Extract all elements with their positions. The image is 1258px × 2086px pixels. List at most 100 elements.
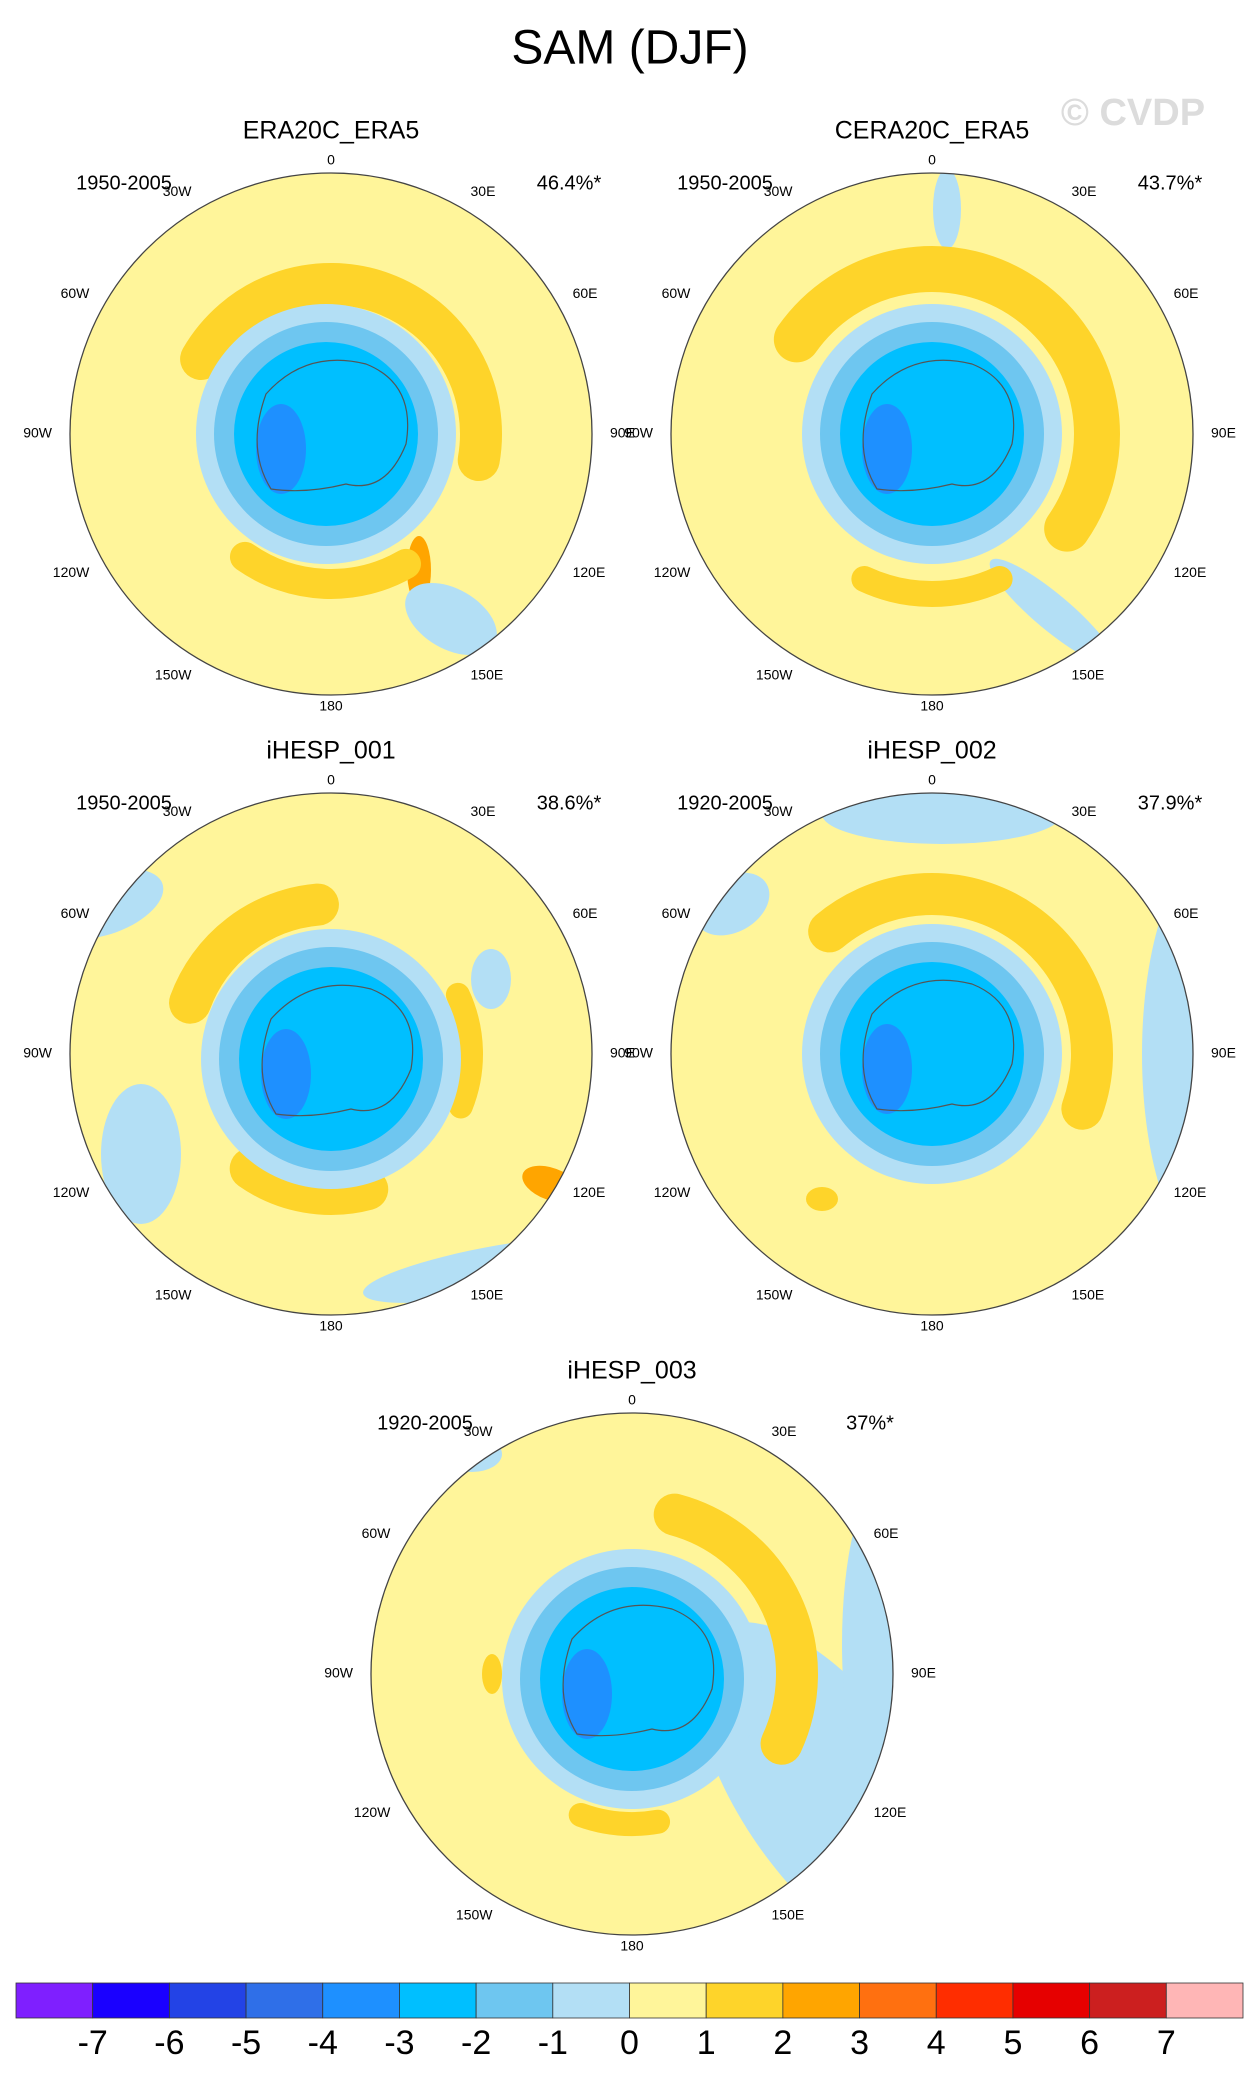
- colorbar-box: [92, 1982, 170, 2019]
- coastline: [256, 359, 409, 492]
- colorbar-tick-label: 0: [620, 2024, 639, 2062]
- anomaly-band: [653, 1493, 818, 1765]
- longitude-label: 60W: [362, 1525, 392, 1541]
- longitude-label: 150E: [471, 666, 504, 682]
- coastline: [862, 979, 1015, 1112]
- map-panel: iHESP_003 1920-2005 37%* 0 30E 60E 90E 120E 150E…: [324, 1357, 936, 1954]
- figure-title: SAM (DJF): [511, 22, 748, 75]
- longitude-label: 180: [920, 698, 944, 714]
- anomaly-band: [568, 1802, 671, 1836]
- panel-title: iHESP_001: [266, 737, 395, 765]
- longitude-label: 90W: [23, 1045, 53, 1061]
- variance-label: 46.4%*: [537, 172, 602, 194]
- colorbar-tick-label: -3: [384, 2024, 414, 2062]
- colorbar: -7 -6 -5 -4 -3 -2 -1 0 1 2 3 4 5 6 7: [15, 1982, 1244, 2062]
- longitude-label: 0: [928, 772, 936, 788]
- longitude-label: 30E: [471, 183, 496, 199]
- map-panel: iHESP_001 1950-2005 38.6%* 0 30E 60E 90E 120E 15…: [23, 737, 635, 1334]
- colorbar-tick-label: -5: [231, 2024, 261, 2062]
- longitude-label: 180: [920, 1318, 944, 1334]
- map-border: [670, 792, 1194, 1316]
- longitude-label: 120W: [654, 1184, 691, 1200]
- map-panel: CERA20C_ERA5 1950-2005 43.7%* 0 30E 60E 90E 120…: [624, 117, 1236, 714]
- longitude-label: 150E: [1072, 1286, 1105, 1302]
- anomaly-band: [445, 982, 483, 1119]
- period-label: 1950-2005: [76, 172, 172, 194]
- colorbar-box: [1089, 1982, 1167, 2019]
- longitude-label: 90E: [1211, 425, 1236, 441]
- colorbar-tick-label: -4: [308, 2024, 338, 2062]
- longitude-label: 90E: [610, 425, 635, 441]
- map-border: [670, 172, 1194, 696]
- anomaly-core: [256, 404, 306, 494]
- colorbar-box: [935, 1982, 1014, 2019]
- colorbar-box: [322, 1982, 400, 2019]
- longitude-label: 120W: [654, 564, 691, 580]
- anomaly-core: [261, 1029, 311, 1119]
- longitude-label: 0: [327, 772, 335, 788]
- anomaly-core: [862, 404, 912, 494]
- colorbar-tick-label: 6: [1080, 2024, 1099, 2062]
- colorbar-tick-label: 1: [697, 2024, 716, 2062]
- longitude-label: 30E: [1072, 803, 1097, 819]
- colorbar-box: [782, 1982, 860, 2019]
- colorbar-box: [168, 1982, 247, 2019]
- colorbar-box: [705, 1982, 784, 2019]
- anomaly-region: [806, 1187, 838, 1211]
- colorbar-box: [1165, 1982, 1244, 2019]
- colorbar-tick-label: -6: [154, 2024, 184, 2062]
- map-panel: ERA20C_ERA5 1950-2005 46.4%* 0 30E 60E 90E 120E…: [23, 117, 635, 714]
- longitude-label: 150W: [756, 666, 793, 682]
- colorbar-tick-label: 7: [1157, 2024, 1176, 2062]
- map-border: [69, 172, 593, 696]
- anomaly-region: [101, 1084, 181, 1224]
- anomaly-region: [695, 1622, 893, 1935]
- anomaly-band: [229, 1147, 389, 1215]
- longitude-label: 60W: [662, 905, 692, 921]
- colorbar-tick-label: -2: [461, 2024, 491, 2062]
- longitude-label: 60E: [1174, 285, 1199, 301]
- anomaly-band: [180, 263, 502, 482]
- variance-label: 38.6%*: [537, 792, 602, 814]
- longitude-label: 30E: [772, 1423, 797, 1439]
- longitude-label: 60W: [61, 285, 91, 301]
- longitude-label: 30W: [163, 803, 193, 819]
- period-label: 1920-2005: [677, 792, 773, 814]
- colorbar-box: [245, 1982, 324, 2019]
- colorbar-box: [475, 1982, 554, 2019]
- map-field: [371, 1413, 893, 1935]
- colorbar-tick-label: -1: [538, 2024, 568, 2062]
- anomaly-core: [862, 1024, 912, 1114]
- colorbar-tick-label: 2: [773, 2024, 792, 2062]
- anomaly-band: [773, 246, 1120, 552]
- anomaly-region: [842, 1484, 893, 1804]
- anomaly-region: [482, 1654, 502, 1694]
- longitude-label: 90E: [610, 1045, 635, 1061]
- longitude-label: 90W: [23, 425, 53, 441]
- map-field: [671, 173, 1193, 695]
- anomaly-band: [851, 566, 1013, 607]
- longitude-label: 30W: [464, 1423, 494, 1439]
- anomaly-band: [229, 541, 421, 599]
- panel-title: iHESP_003: [567, 1357, 696, 1385]
- longitude-label: 120E: [874, 1804, 907, 1820]
- variance-label: 43.7%*: [1138, 172, 1203, 194]
- colorbar-box: [399, 1982, 477, 2019]
- anomaly-region: [471, 949, 511, 1009]
- colorbar-box: [859, 1982, 937, 2019]
- colorbar-tick-label: 3: [850, 2024, 869, 2062]
- longitude-label: 30W: [764, 803, 794, 819]
- longitude-label: 90E: [1211, 1045, 1236, 1061]
- longitude-label: 180: [319, 698, 343, 714]
- colorbar-box: [552, 1982, 630, 2019]
- colorbar-tick-label: 5: [1003, 2024, 1022, 2062]
- anomaly-band: [169, 883, 339, 1024]
- coastline: [562, 1604, 715, 1737]
- longitude-label: 120E: [1174, 1184, 1207, 1200]
- longitude-label: 60E: [874, 1525, 899, 1541]
- colorbar-box: [629, 1982, 707, 2019]
- longitude-label: 0: [628, 1392, 636, 1408]
- panel-title: iHESP_002: [867, 737, 996, 765]
- coastline: [261, 984, 414, 1117]
